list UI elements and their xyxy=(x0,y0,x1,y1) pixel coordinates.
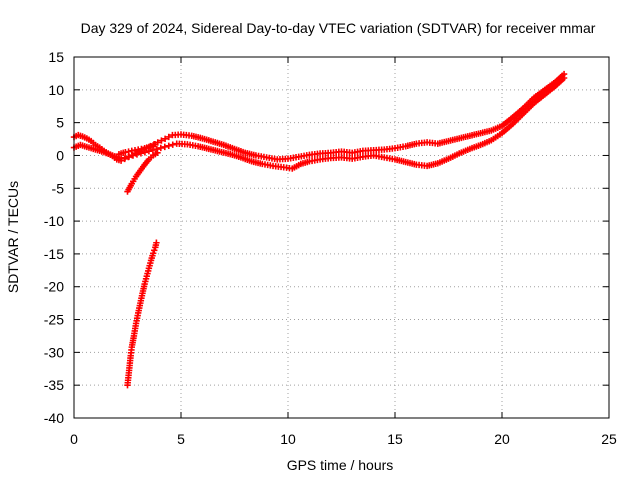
y-tick-label: -35 xyxy=(44,377,64,393)
y-tick-label: 10 xyxy=(48,82,64,98)
x-axis-label: GPS time / hours xyxy=(287,457,394,473)
data-point-marker xyxy=(169,141,176,148)
data-point-marker xyxy=(129,152,137,159)
y-tick-label: -30 xyxy=(44,344,64,360)
y-tick-label: 5 xyxy=(56,115,64,131)
x-tick-label: 10 xyxy=(280,431,296,447)
data-point-marker xyxy=(149,250,157,257)
data-point-marker xyxy=(133,151,141,158)
x-tick-label: 5 xyxy=(177,431,185,447)
series-arc-main-lower xyxy=(70,74,568,172)
data-point-marker xyxy=(121,154,129,161)
y-tick-label: 0 xyxy=(56,147,64,163)
y-tick-label: 15 xyxy=(48,49,64,65)
y-tick-label: -25 xyxy=(44,312,64,328)
x-tick-label: 25 xyxy=(601,431,617,447)
data-point-marker xyxy=(560,74,568,82)
x-tick-label: 15 xyxy=(387,431,403,447)
y-axis-label: SDTVAR / TECUs xyxy=(5,181,21,293)
data-point-marker xyxy=(165,133,172,141)
data-point-marker xyxy=(152,141,159,148)
series-arc-steep xyxy=(124,239,160,389)
data-point-marker xyxy=(153,239,160,246)
x-tick-label: 20 xyxy=(494,431,510,447)
grid-lines xyxy=(74,57,609,418)
chart-title: Day 329 of 2024, Sidereal Day-to-day VTE… xyxy=(81,20,596,36)
data-points xyxy=(70,70,568,389)
data-point-marker xyxy=(161,135,169,142)
y-tick-label: -5 xyxy=(52,180,65,196)
y-tick-label: -40 xyxy=(44,410,64,426)
data-point-marker xyxy=(161,143,168,151)
data-point-marker xyxy=(157,144,165,152)
data-point-marker xyxy=(154,149,161,157)
data-point-marker xyxy=(158,137,165,144)
axis-ticks: 0 5 10 15 20 25 -40 -35 -30 -25 -20 -15 -10 -5 0 5 10 15 xyxy=(44,49,617,447)
x-tick-label: 0 xyxy=(70,431,78,447)
y-tick-label: -20 xyxy=(44,279,64,295)
series-arc-morning-lower xyxy=(124,149,161,195)
series-arc-morning-upper xyxy=(115,141,159,158)
data-point-marker xyxy=(151,247,158,254)
plot-frame xyxy=(73,56,610,419)
data-point-marker xyxy=(165,142,172,149)
y-tick-label: -15 xyxy=(44,246,64,262)
y-tick-label: -10 xyxy=(44,213,64,229)
